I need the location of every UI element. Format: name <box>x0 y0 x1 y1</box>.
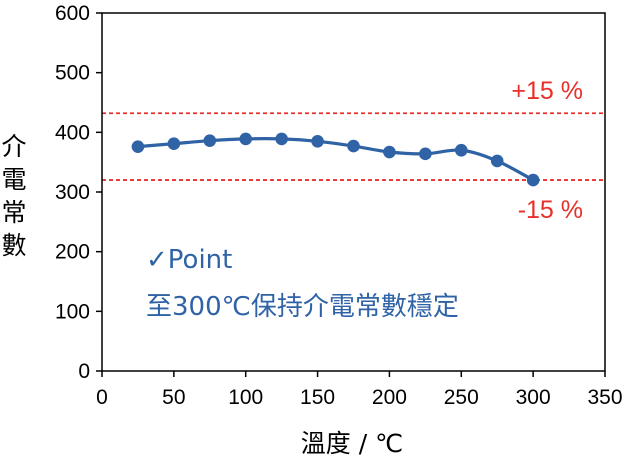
lower-limit-label: -15 % <box>518 196 583 224</box>
annotation-description: 至300℃保持介電常數穩定 <box>146 292 459 322</box>
x-tick-label: 0 <box>96 386 108 409</box>
y-tick-label: 100 <box>55 300 90 323</box>
x-tick-label: 350 <box>587 386 622 409</box>
series-layer <box>131 132 540 187</box>
data-point <box>311 134 324 148</box>
y-tick-label: 300 <box>55 181 90 204</box>
y-tick-label: 600 <box>55 2 90 25</box>
data-point <box>167 137 181 150</box>
x-tick-label: 50 <box>162 386 185 409</box>
data-point <box>383 145 396 159</box>
y-axis-title: 介電常數 <box>1 132 26 260</box>
series-line <box>137 137 534 182</box>
y-tick-label: 400 <box>55 121 90 144</box>
x-tick-label: 250 <box>444 386 479 409</box>
data-point <box>347 139 360 153</box>
data-point <box>131 140 145 153</box>
y-tick-label: 200 <box>55 241 90 264</box>
x-axis-title: 溫度 / ℃ <box>301 429 403 458</box>
data-point <box>490 154 504 168</box>
axis-ticks: 0 50 100 150 200 250 300 350 0 100 200 300 400 500 600 <box>55 2 623 409</box>
y-tick-label: 0 <box>78 360 90 383</box>
y-tick-label: 500 <box>55 62 90 85</box>
annotation-point-label: ✓Point <box>146 245 232 275</box>
upper-limit-label: +15 % <box>511 77 583 105</box>
x-tick-label: 100 <box>228 386 263 409</box>
data-point <box>275 132 288 146</box>
x-tick-label: 200 <box>372 386 407 409</box>
data-point <box>419 147 432 161</box>
data-point <box>454 143 468 157</box>
data-point <box>239 132 253 146</box>
data-point <box>203 134 217 147</box>
x-tick-label: 150 <box>300 386 335 409</box>
x-tick-label: 300 <box>516 386 551 409</box>
data-point <box>526 173 540 187</box>
